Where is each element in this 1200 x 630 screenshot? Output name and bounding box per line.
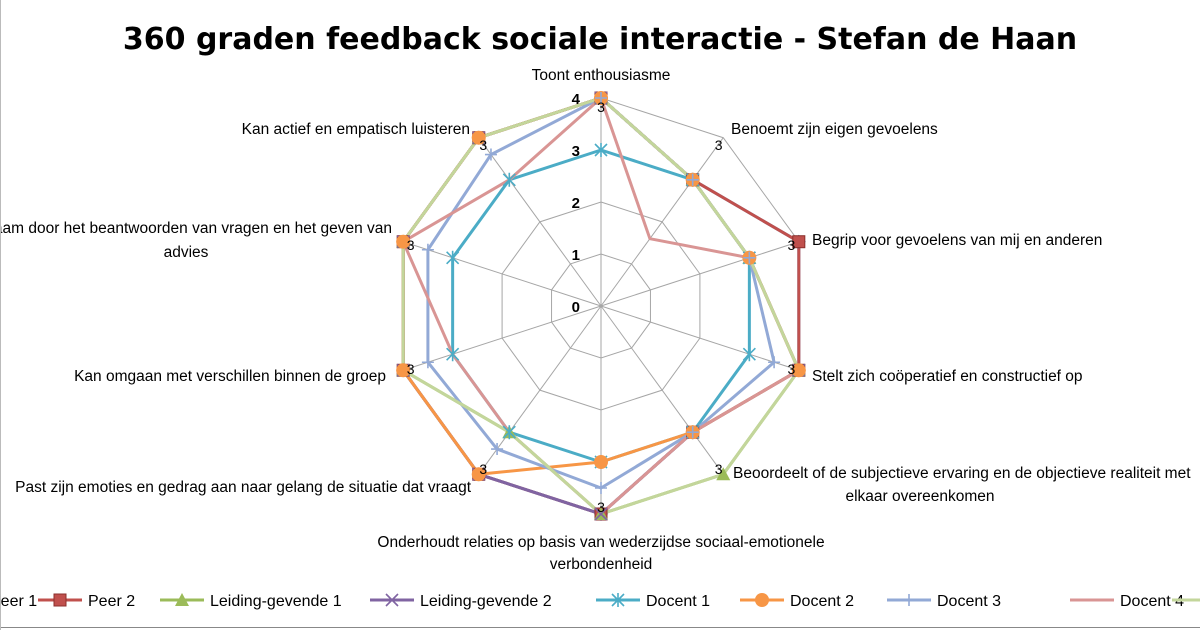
axis-category-label: Is behulpzaam door het beantwoorden van … bbox=[0, 220, 392, 237]
axis-category-label: advies bbox=[164, 244, 209, 261]
data-point-marker bbox=[421, 243, 434, 256]
data-point-marker bbox=[491, 443, 504, 456]
data-point-marker bbox=[594, 455, 608, 469]
axis-category-label: Kan actief en empatisch luisteren bbox=[242, 121, 470, 138]
legend-label: Docent 4 bbox=[1120, 593, 1184, 610]
data-label: 3 bbox=[407, 237, 415, 253]
legend-marker bbox=[175, 593, 189, 606]
data-point-marker bbox=[791, 363, 806, 378]
data-point-marker bbox=[595, 92, 607, 104]
axis-category-label: Toont enthousiasme bbox=[532, 67, 671, 84]
data-point-marker bbox=[686, 426, 699, 439]
data-point-marker bbox=[716, 467, 731, 481]
data-label: 3 bbox=[788, 361, 796, 377]
data-label: 3 bbox=[597, 99, 605, 115]
axis-spoke bbox=[478, 137, 602, 307]
axis-spoke bbox=[403, 305, 602, 371]
legend-label: Docent 2 bbox=[790, 593, 854, 610]
legend-marker bbox=[755, 593, 769, 607]
data-point-marker bbox=[396, 363, 411, 378]
axis-category-label: Past zijn emoties en gedrag aan naar gel… bbox=[15, 479, 472, 496]
data-label: 3 bbox=[479, 137, 487, 153]
data-point-marker bbox=[421, 356, 434, 369]
axis-category-label: Begrip voor gevoelens van mij en anderen bbox=[812, 232, 1102, 249]
data-point-marker bbox=[686, 173, 699, 186]
axis-spoke bbox=[600, 305, 799, 371]
data-point-marker bbox=[446, 250, 460, 265]
data-label: 3 bbox=[479, 461, 487, 477]
data-label: 3 bbox=[788, 237, 796, 253]
legend-marker bbox=[903, 594, 915, 606]
data-point-marker bbox=[471, 467, 486, 482]
data-point-marker bbox=[743, 251, 756, 264]
data-point-marker bbox=[742, 347, 756, 362]
radial-tick-label: 1 bbox=[572, 247, 580, 264]
axis-spoke bbox=[600, 305, 724, 475]
legend-marker bbox=[385, 593, 399, 607]
axis-spoke bbox=[600, 137, 724, 307]
radial-tick-label: 0 bbox=[572, 299, 580, 316]
axis-category-label: Kan omgaan met verschillen binnen de gro… bbox=[74, 368, 386, 385]
radial-tick-label: 3 bbox=[572, 143, 580, 160]
radial-tick-label: 2 bbox=[572, 195, 580, 212]
data-point-marker bbox=[471, 130, 486, 145]
data-point-marker bbox=[484, 148, 497, 161]
legend-label: Peer 2 bbox=[88, 593, 135, 610]
axis-spoke bbox=[403, 241, 602, 307]
data-point-marker bbox=[502, 172, 516, 187]
data-point-marker bbox=[446, 347, 460, 362]
data-label: 3 bbox=[715, 461, 723, 477]
data-point-marker bbox=[595, 482, 607, 494]
axis-spoke bbox=[478, 305, 602, 475]
legend-label: Peer 1 bbox=[0, 593, 37, 610]
data-label: 3 bbox=[407, 361, 415, 377]
data-point-marker bbox=[502, 425, 516, 440]
data-point-marker bbox=[594, 143, 608, 157]
legend-marker bbox=[611, 593, 625, 607]
data-label: 3 bbox=[597, 499, 605, 515]
data-point-marker bbox=[768, 356, 781, 369]
axis-category-label: Stelt zich coöperatief en constructief o… bbox=[812, 368, 1083, 385]
axis-category-label: Benoemt zijn eigen gevoelens bbox=[731, 121, 938, 138]
data-point-marker bbox=[396, 234, 411, 249]
radial-tick-label: 4 bbox=[572, 91, 581, 108]
legend-marker bbox=[53, 593, 67, 607]
data-label: 3 bbox=[715, 137, 723, 153]
chart-title: 360 graden feedback sociale interactie -… bbox=[122, 22, 1078, 57]
legend-label: Leiding-gevende 2 bbox=[420, 593, 552, 610]
axis-category-label: verbondenheid bbox=[550, 556, 653, 573]
legend-label: Leiding-gevende 1 bbox=[210, 593, 342, 610]
frame-border bbox=[0, 627, 1200, 628]
data-point-marker bbox=[594, 507, 608, 521]
axis-spoke bbox=[600, 241, 799, 307]
axis-category-label: Beoordeelt of de subjectieve ervaring en… bbox=[733, 465, 1191, 482]
axis-category-label: Onderhoudt relaties op basis van wederzi… bbox=[377, 534, 824, 551]
data-point-marker bbox=[792, 235, 806, 249]
legend-label: Docent 3 bbox=[937, 593, 1001, 610]
axis-category-label: elkaar overeenkomen bbox=[845, 488, 994, 505]
legend-label: Docent 1 bbox=[646, 593, 710, 610]
frame-border-left bbox=[0, 0, 1, 630]
